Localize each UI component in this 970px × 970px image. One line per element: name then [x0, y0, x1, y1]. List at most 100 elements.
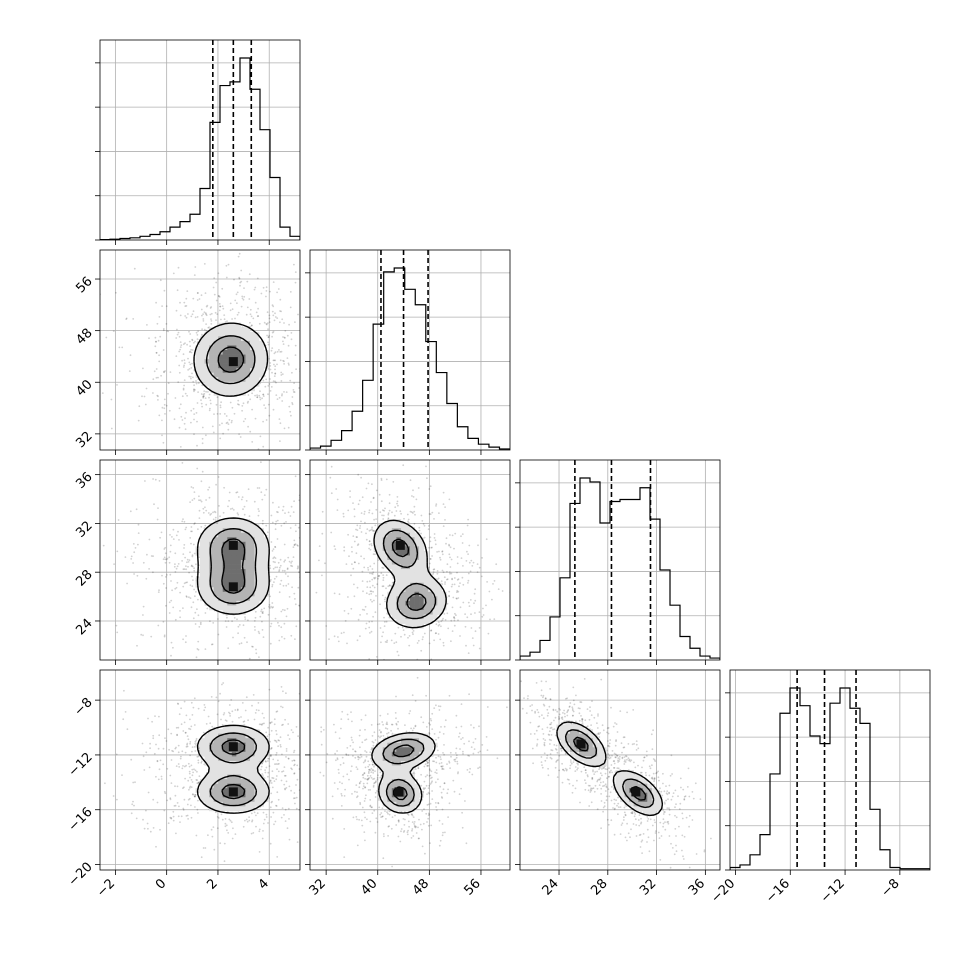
density-cell	[200, 564, 205, 570]
sample-point	[459, 606, 462, 609]
sample-point	[196, 782, 199, 785]
sample-point	[211, 643, 214, 646]
density-cell	[236, 363, 242, 369]
sample-point	[216, 313, 219, 315]
sample-point	[197, 761, 200, 764]
density-cell	[236, 587, 242, 593]
density-cell	[414, 573, 420, 579]
sample-point	[466, 524, 469, 527]
sample-point	[314, 758, 316, 760]
sample-point	[449, 566, 452, 568]
sample-point	[240, 716, 242, 718]
sample-point	[143, 769, 146, 771]
density-cell	[254, 738, 260, 744]
sample-point	[273, 359, 276, 362]
density-cell	[236, 327, 242, 333]
sample-point	[188, 351, 191, 353]
sample-point	[194, 795, 196, 798]
sample-point	[360, 512, 363, 514]
density-cell	[254, 350, 260, 355]
sample-point	[133, 573, 136, 575]
density-cell	[405, 582, 411, 588]
density-cell	[204, 596, 210, 602]
sample-point	[160, 531, 163, 534]
sample-point	[224, 620, 227, 622]
density-cell	[432, 591, 438, 597]
sample-point	[163, 556, 166, 559]
sample-point	[169, 798, 172, 801]
sample-point	[285, 584, 288, 587]
sample-point	[172, 815, 175, 818]
density-cell	[373, 546, 379, 552]
sample-point	[207, 326, 210, 329]
sample-point	[260, 461, 262, 464]
sample-point	[371, 434, 373, 436]
sample-point	[249, 325, 251, 328]
sample-point	[269, 642, 272, 645]
sample-point	[453, 583, 456, 586]
density-cell	[213, 578, 219, 584]
density-cell	[400, 578, 406, 584]
density-cell	[204, 733, 210, 739]
density-cell	[240, 724, 246, 730]
sample-point	[235, 293, 238, 296]
sample-point	[304, 374, 306, 376]
sample-point	[434, 539, 437, 542]
sample-point	[185, 565, 187, 567]
sample-point	[219, 437, 222, 440]
density-cell	[209, 377, 214, 383]
sample-point	[203, 392, 206, 395]
sample-point	[162, 328, 165, 330]
sample-point	[260, 765, 263, 768]
density-cell	[213, 742, 219, 748]
density-cell	[240, 550, 246, 556]
sample-point	[314, 542, 316, 544]
sample-point	[159, 759, 162, 762]
sample-point	[271, 606, 274, 609]
sample-point	[187, 779, 190, 782]
sample-point	[238, 643, 241, 645]
sample-point	[167, 330, 170, 333]
sample-point	[282, 336, 284, 338]
sample-point	[382, 518, 385, 520]
density-cell	[200, 591, 205, 597]
sample-point	[321, 574, 323, 577]
sample-point	[482, 614, 485, 616]
sample-point	[272, 501, 274, 504]
sample-point	[153, 752, 156, 755]
sample-point	[440, 620, 443, 623]
sample-point	[282, 690, 284, 693]
sample-point	[454, 532, 457, 535]
sample-point	[290, 634, 293, 637]
sample-point	[200, 480, 203, 483]
density-cell	[250, 578, 255, 584]
sample-point	[190, 421, 192, 424]
density-cell	[405, 560, 411, 565]
density-cell	[391, 555, 397, 561]
sample-point	[154, 478, 157, 481]
sample-point	[211, 725, 214, 728]
sample-point	[302, 361, 304, 363]
density-cell	[396, 560, 402, 565]
sample-point	[179, 314, 182, 317]
sample-point	[179, 403, 182, 406]
sample-point	[386, 732, 388, 735]
sample-point	[435, 632, 437, 634]
contour-level	[196, 517, 270, 615]
density-cell	[204, 738, 210, 744]
sample-point	[241, 297, 244, 300]
sample-point	[194, 794, 197, 796]
density-cell	[387, 541, 393, 547]
sample-point	[256, 812, 259, 815]
sample-point	[242, 624, 245, 627]
density-cell	[218, 600, 224, 606]
density-cell	[259, 788, 264, 794]
sample-point	[280, 686, 283, 688]
density-cell	[227, 322, 233, 328]
density-cell	[414, 582, 420, 588]
sample-point	[230, 821, 233, 824]
sample-point	[454, 758, 457, 761]
sample-point	[375, 518, 377, 520]
sample-point	[374, 576, 377, 579]
sample-point	[410, 511, 413, 513]
